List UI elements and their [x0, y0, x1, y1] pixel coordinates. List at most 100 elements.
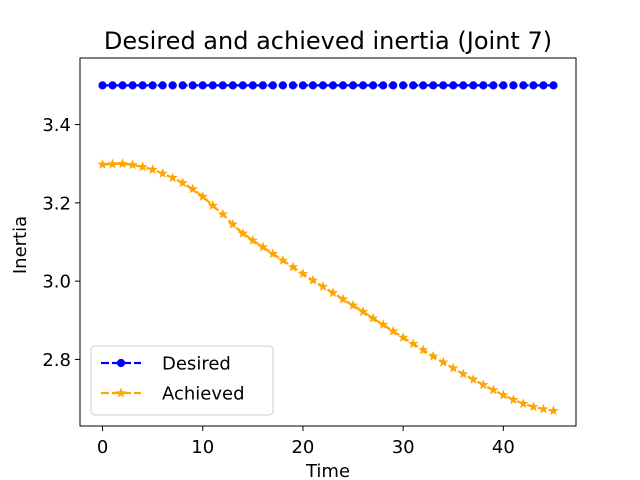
legend-label: Achieved	[162, 384, 245, 405]
data-point-achieved	[157, 168, 168, 178]
data-point-desired	[399, 81, 408, 90]
data-point-desired	[268, 81, 277, 90]
data-point-achieved	[167, 172, 178, 183]
series-line-achieved	[102, 162, 554, 412]
data-point-achieved	[508, 394, 519, 405]
legend-item-desired: Desired	[101, 354, 231, 375]
x-tick-label: 20	[291, 437, 314, 458]
y-axis-label: Inertia	[10, 216, 31, 274]
data-point-desired	[539, 81, 548, 90]
data-point-achieved	[277, 254, 289, 265]
data-point-achieved	[488, 384, 499, 395]
data-point-achieved	[247, 234, 259, 245]
data-point-achieved	[297, 268, 309, 279]
data-point-desired	[198, 81, 207, 90]
data-point-achieved	[217, 208, 228, 219]
y-axis: 2.8 3.0 3.2 3.4	[42, 115, 80, 371]
data-point-achieved	[458, 368, 469, 379]
data-point-desired	[409, 81, 418, 90]
data-point-achieved	[107, 158, 118, 169]
data-point-desired	[108, 81, 117, 90]
data-point-desired	[248, 81, 257, 90]
y-tick-label: 3.0	[42, 272, 71, 293]
data-point-desired	[218, 81, 227, 90]
data-point-achieved	[177, 177, 188, 188]
data-point-achieved	[357, 306, 369, 317]
data-point-desired	[429, 81, 438, 90]
data-point-achieved	[267, 248, 279, 259]
data-point-achieved	[377, 319, 389, 330]
data-point-desired	[228, 81, 237, 90]
data-point-desired	[529, 81, 538, 90]
data-point-desired	[128, 81, 137, 90]
data-point-desired	[138, 81, 147, 90]
data-point-desired	[368, 81, 378, 90]
data-point-desired	[358, 81, 368, 90]
data-point-achieved	[448, 362, 459, 373]
data-point-achieved	[397, 332, 409, 342]
data-point-achieved	[137, 161, 148, 172]
data-point-desired	[98, 81, 107, 90]
data-point-achieved	[478, 379, 489, 390]
x-tick-label: 40	[492, 437, 515, 458]
data-point-desired	[188, 81, 197, 90]
data-point-desired	[499, 81, 508, 90]
data-point-desired	[328, 81, 338, 90]
data-point-achieved	[418, 344, 429, 355]
data-point-achieved	[287, 261, 299, 272]
data-point-achieved	[317, 281, 329, 292]
data-point-achieved	[187, 183, 198, 194]
data-point-desired	[489, 81, 498, 90]
data-point-desired	[419, 81, 428, 90]
data-point-desired	[469, 81, 478, 90]
y-tick-label: 3.4	[42, 115, 71, 136]
data-point-desired	[549, 81, 558, 90]
data-point-desired	[118, 81, 127, 90]
x-tick-label: 0	[97, 437, 108, 458]
data-point-desired	[158, 81, 167, 90]
data-point-achieved	[407, 338, 419, 349]
data-point-achieved	[367, 312, 379, 323]
chart-title: Desired and achieved inertia (Joint 7)	[104, 27, 552, 55]
data-point-desired	[298, 81, 308, 90]
data-point-desired	[258, 81, 267, 90]
plot-frame	[79, 57, 577, 427]
y-tick-label: 3.2	[42, 193, 71, 214]
data-point-desired	[178, 81, 187, 90]
series-achieved	[97, 158, 559, 416]
data-point-desired	[379, 81, 388, 90]
data-point-achieved	[538, 403, 549, 414]
data-point-achieved	[518, 398, 529, 409]
data-point-achieved	[257, 241, 269, 252]
data-point-achieved	[327, 287, 339, 298]
data-point-desired	[238, 81, 247, 90]
data-point-desired	[308, 81, 318, 90]
data-point-desired	[278, 81, 288, 90]
data-point-achieved	[528, 401, 539, 412]
x-axis: 0 10 20 30 40	[97, 426, 515, 458]
data-point-achieved	[387, 325, 399, 336]
data-point-desired	[148, 81, 157, 90]
y-tick-label: 2.8	[42, 350, 71, 371]
data-point-achieved	[468, 373, 479, 384]
x-tick-label: 10	[191, 437, 214, 458]
data-point-achieved	[117, 158, 128, 169]
series-desired	[98, 81, 558, 90]
x-axis-label: Time	[305, 461, 350, 480]
data-point-desired	[168, 81, 177, 90]
data-point-achieved	[307, 274, 319, 285]
data-point-desired	[318, 81, 328, 90]
data-point-desired	[509, 81, 518, 90]
data-point-desired	[348, 81, 358, 90]
data-point-achieved	[237, 227, 249, 238]
legend-item-achieved: Achieved	[101, 384, 245, 405]
data-point-desired	[519, 81, 528, 90]
data-point-desired	[389, 81, 398, 90]
data-point-achieved	[97, 159, 108, 169]
legend-marker	[115, 387, 127, 398]
data-point-achieved	[197, 191, 208, 201]
data-point-achieved	[127, 159, 138, 170]
legend: Desired Achieved	[90, 345, 274, 416]
data-point-achieved	[337, 293, 349, 304]
